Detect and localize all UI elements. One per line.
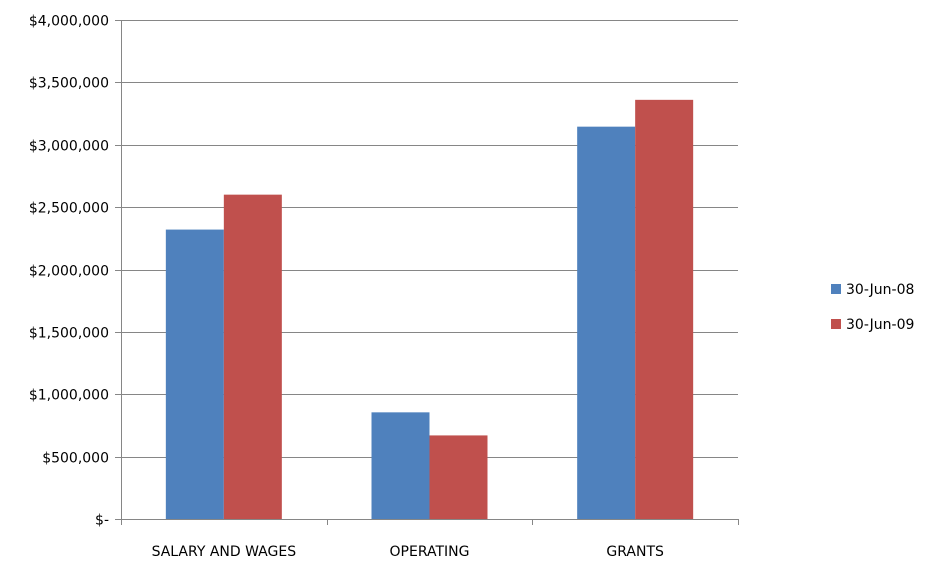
y-axis-tick-label: $-	[95, 513, 109, 529]
y-axis-tick-label: $1,500,000	[29, 326, 109, 342]
y-axis-tick-label: $2,500,000	[29, 201, 109, 217]
bar-30-Jun-09-OPERATING	[429, 435, 488, 519]
legend-swatch	[831, 284, 841, 294]
legend-label: 30-Jun-09	[846, 317, 914, 333]
bar-30-Jun-09-SALARY AND WAGES	[223, 194, 282, 519]
y-axis-tick-label: $3,500,000	[29, 76, 109, 92]
bar-30-Jun-08-GRANTS	[577, 126, 636, 519]
x-axis-category-labels: SALARY AND WAGES OPERATING GRANTS	[152, 544, 664, 560]
legend-swatch	[831, 319, 841, 329]
x-axis-category-label: SALARY AND WAGES	[152, 544, 297, 560]
axes	[115, 20, 739, 525]
y-axis-tick-label: $2,000,000	[29, 264, 109, 280]
x-axis-category-label: OPERATING	[390, 544, 470, 560]
y-axis-tick-label: $3,000,000	[29, 139, 109, 155]
bar-30-Jun-09-GRANTS	[635, 99, 694, 519]
y-axis-tick-label: $1,000,000	[29, 388, 109, 404]
bar-30-Jun-08-SALARY AND WAGES	[165, 229, 224, 519]
y-axis-tick-label: $500,000	[42, 451, 109, 467]
y-axis-tick-label: $4,000,000	[29, 14, 109, 30]
bar-30-Jun-08-OPERATING	[371, 412, 430, 519]
y-axis-tick-labels: $- $500,000 $1,000,000 $1,500,000 $2,000,000…	[29, 14, 109, 529]
legend: 30-Jun-08 30-Jun-09	[831, 282, 914, 333]
x-axis-category-label: GRANTS	[606, 544, 664, 560]
legend-label: 30-Jun-08	[846, 282, 914, 298]
bars	[165, 99, 694, 519]
